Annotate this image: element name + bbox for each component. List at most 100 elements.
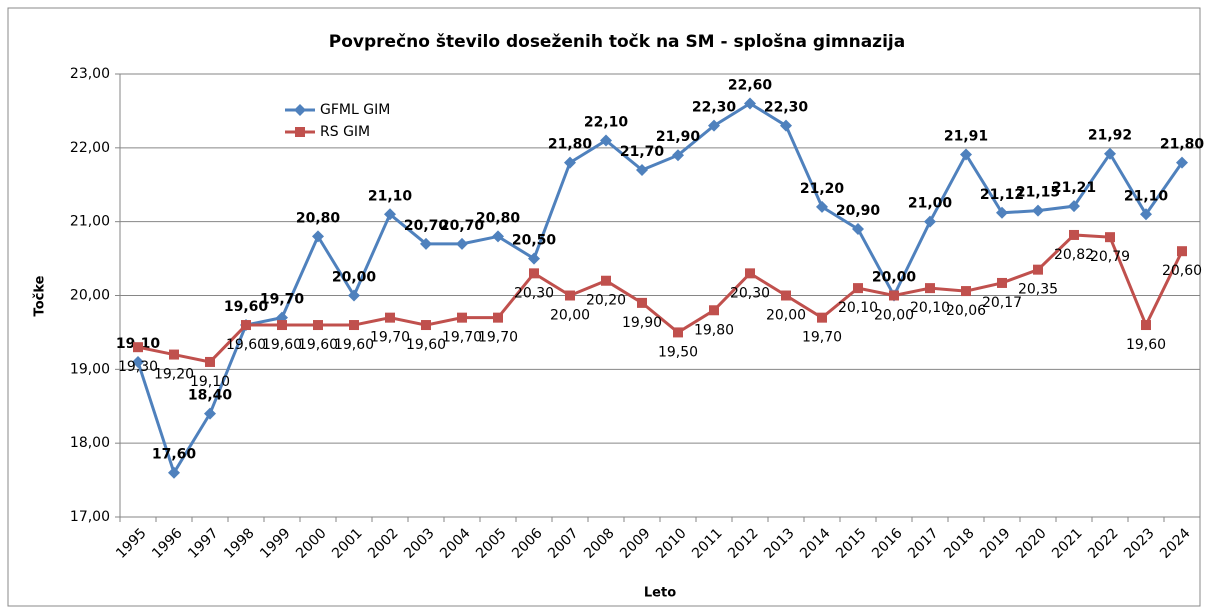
chart-border xyxy=(7,7,1201,607)
marker xyxy=(852,223,864,236)
marker xyxy=(961,286,971,297)
marker xyxy=(1069,229,1079,240)
series-line xyxy=(136,101,1184,477)
legend-marker xyxy=(294,104,306,116)
x-axis-title: Leto xyxy=(644,586,676,601)
marker xyxy=(1177,246,1187,257)
marker xyxy=(456,237,468,250)
data-label: 19,10 xyxy=(190,374,230,390)
y-tick-label: 20,00 xyxy=(70,288,110,304)
marker xyxy=(385,312,395,323)
marker xyxy=(241,320,251,331)
data-label: 19,60 xyxy=(334,337,374,353)
marker xyxy=(348,289,360,302)
marker xyxy=(384,208,396,221)
data-label: 19,70 xyxy=(478,330,518,346)
data-label: 20,90 xyxy=(836,203,881,219)
data-label: 19,80 xyxy=(694,322,734,338)
data-label: 20,00 xyxy=(872,270,917,286)
data-label: 22,60 xyxy=(728,78,773,94)
data-label: 19,70 xyxy=(802,330,842,346)
marker xyxy=(780,119,792,132)
marker xyxy=(204,407,216,420)
marker xyxy=(853,283,863,294)
marker xyxy=(493,312,503,323)
marker xyxy=(1104,147,1116,160)
marker xyxy=(349,320,359,331)
data-label: 21,70 xyxy=(620,144,665,160)
y-tick-label: 21,00 xyxy=(70,214,110,230)
marker xyxy=(924,215,936,228)
marker xyxy=(745,268,755,279)
marker xyxy=(1032,204,1044,217)
y-tick-label: 18,00 xyxy=(70,435,110,451)
marker xyxy=(600,134,612,147)
marker xyxy=(132,355,144,368)
marker xyxy=(672,149,684,162)
data-label: 21,10 xyxy=(1124,188,1169,204)
marker xyxy=(313,320,323,331)
data-label: 20,70 xyxy=(404,218,449,234)
marker xyxy=(960,148,972,161)
data-label: 20,50 xyxy=(512,233,557,249)
data-label: 19,30 xyxy=(118,359,158,375)
marker xyxy=(565,290,575,301)
y-tick-label: 19,00 xyxy=(70,361,110,377)
marker xyxy=(1105,232,1115,243)
marker xyxy=(637,297,647,308)
marker xyxy=(1033,264,1043,275)
data-label: 19,60 xyxy=(262,337,302,353)
data-label: 20,35 xyxy=(1018,282,1058,298)
y-tick-label: 22,00 xyxy=(70,140,110,156)
data-label: 20,10 xyxy=(910,300,950,316)
data-label: 20,00 xyxy=(874,308,914,324)
chart-title: Povprečno število doseženih točk na SM -… xyxy=(329,32,905,52)
data-label: 19,70 xyxy=(442,330,482,346)
marker xyxy=(1068,200,1080,213)
marker xyxy=(925,283,935,294)
data-label: 21,90 xyxy=(656,129,701,145)
marker xyxy=(1141,320,1151,331)
data-label: 19,60 xyxy=(298,337,338,353)
data-label: 21,15 xyxy=(1016,185,1060,201)
data-label: 20,00 xyxy=(550,308,590,324)
data-label: 20,00 xyxy=(766,308,806,324)
marker xyxy=(205,356,215,367)
marker xyxy=(529,268,539,279)
marker xyxy=(457,312,467,323)
marker xyxy=(312,230,324,243)
data-label: 19,60 xyxy=(224,299,269,315)
marker xyxy=(168,466,180,479)
data-label: 20,80 xyxy=(476,210,521,226)
marker xyxy=(709,305,719,316)
data-label: 20,60 xyxy=(1162,263,1202,279)
legend-marker xyxy=(295,127,305,137)
data-label: 20,10 xyxy=(838,300,878,316)
data-label: 21,12 xyxy=(980,187,1024,203)
data-label: 19,70 xyxy=(370,330,410,346)
marker xyxy=(636,163,648,176)
data-label: 21,92 xyxy=(1088,128,1132,144)
data-label: 19,60 xyxy=(226,337,266,353)
marker xyxy=(889,290,899,301)
data-label: 19,20 xyxy=(154,367,194,383)
marker xyxy=(133,342,143,353)
marker xyxy=(1176,156,1188,169)
data-label: 21,00 xyxy=(908,196,953,212)
marker xyxy=(996,206,1008,219)
marker xyxy=(816,200,828,213)
marker xyxy=(601,275,611,286)
data-label: 20,30 xyxy=(514,285,554,301)
data-label: 22,30 xyxy=(764,100,809,116)
data-label: 20,30 xyxy=(730,285,770,301)
data-label: 20,70 xyxy=(440,218,485,234)
data-label: 19,60 xyxy=(406,337,446,353)
y-axis-title: Točke xyxy=(33,275,48,316)
data-label: 20,20 xyxy=(586,293,626,309)
y-tick-label: 17,00 xyxy=(70,509,110,525)
data-label: 20,80 xyxy=(296,210,341,226)
data-label: 21,80 xyxy=(1160,137,1205,153)
series-line xyxy=(137,233,1184,364)
data-label: 21,10 xyxy=(368,188,413,204)
